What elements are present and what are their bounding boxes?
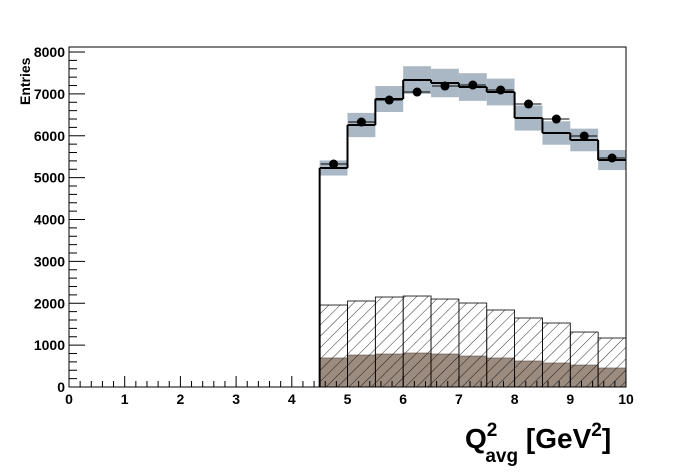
hatched-bar xyxy=(597,337,627,388)
hatched-bar xyxy=(486,309,516,388)
y-axis-label: Entries xyxy=(17,57,33,105)
hatched-bar xyxy=(569,331,599,388)
x-axis-label: Q2 avg [GeV2] xyxy=(465,420,611,467)
x-label-part: ] xyxy=(602,423,611,454)
data-point xyxy=(384,95,394,105)
x-tick-label: 8 xyxy=(511,391,519,407)
y-tick-label: 4000 xyxy=(34,212,65,228)
hatched-bar xyxy=(402,295,432,388)
x-tick-label: 6 xyxy=(399,391,407,407)
hatched-bar xyxy=(374,296,404,388)
hatched-bar xyxy=(347,300,376,388)
data-point xyxy=(551,114,561,124)
hatched-bar xyxy=(542,322,571,388)
y-tick-label: 0 xyxy=(57,379,65,395)
data-point xyxy=(356,117,366,127)
data-point xyxy=(524,99,534,109)
x-tick-label: 2 xyxy=(177,391,185,407)
x-label-part: 2 xyxy=(591,420,602,441)
hatched-bar xyxy=(430,298,460,388)
y-tick-label: 5000 xyxy=(34,170,65,186)
x-tick-label: 1 xyxy=(121,391,129,407)
x-tick-label: 9 xyxy=(566,391,574,407)
hatched-bar xyxy=(514,317,543,388)
data-point xyxy=(607,153,617,163)
x-tick-label: 4 xyxy=(288,391,296,407)
x-tick-label: 3 xyxy=(232,391,240,407)
x-label-part: Q xyxy=(465,423,487,454)
layer: 0 1 2 3 4 5 6 7 8 9 10 0 1000 2000 3000 4000 5000 6000 700… xyxy=(34,44,634,407)
x-tick-label: 7 xyxy=(455,391,463,407)
hatched-bar xyxy=(319,304,348,388)
y-tick-label: 1000 xyxy=(34,337,65,353)
x-tick-label: 5 xyxy=(344,391,352,407)
y-tick-label: 7000 xyxy=(34,86,65,102)
x-tick-label: 10 xyxy=(618,391,634,407)
data-point xyxy=(468,80,478,90)
data-point xyxy=(440,81,450,91)
y-tick-label: 8000 xyxy=(34,44,65,60)
x-label-part: avg xyxy=(485,446,518,467)
x-label-part: [GeV xyxy=(518,423,591,454)
hatched-bar xyxy=(458,302,488,388)
x-tick-label: 0 xyxy=(65,391,73,407)
x-label-part: 2 xyxy=(487,420,498,441)
data-point xyxy=(496,85,506,95)
data-point xyxy=(579,131,589,141)
data-point xyxy=(412,87,422,97)
data-point xyxy=(329,159,339,169)
y-tick-label: 3000 xyxy=(34,253,65,269)
y-tick-label: 6000 xyxy=(34,128,65,144)
y-tick-label: 2000 xyxy=(34,295,65,311)
